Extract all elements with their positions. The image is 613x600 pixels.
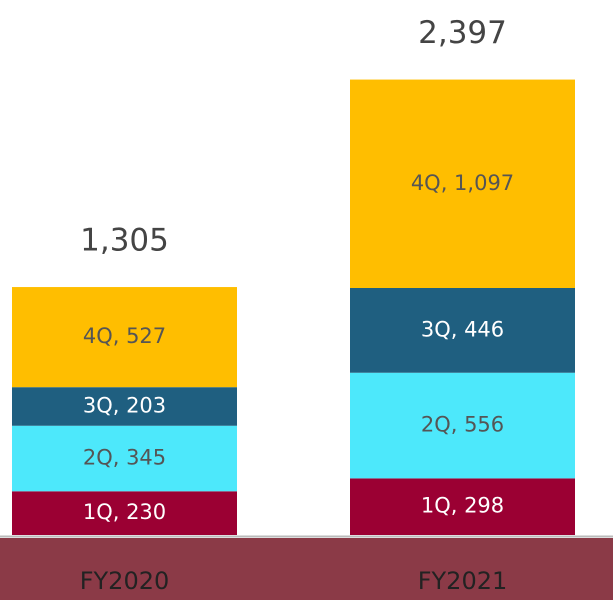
bar-segment — [350, 288, 575, 373]
segment-label: 2Q, 345 — [83, 446, 166, 470]
category-band — [0, 538, 613, 600]
segment-label: 4Q, 527 — [83, 324, 166, 348]
segment-label: 1Q, 298 — [421, 494, 504, 518]
bar-segment — [350, 372, 575, 479]
bar-segment — [350, 79, 575, 288]
category-label: FY2021 — [418, 567, 508, 595]
segment-label: 3Q, 446 — [421, 317, 504, 341]
bar-segment — [12, 287, 237, 388]
segment-label: 4Q, 1,097 — [411, 171, 514, 195]
bar-segment — [350, 478, 575, 535]
bar-segment — [12, 491, 237, 535]
total-label: 2,397 — [418, 15, 507, 51]
bar-segment — [12, 387, 237, 426]
segment-label: 3Q, 203 — [83, 393, 166, 417]
bar-segment — [12, 425, 237, 492]
total-label: 1,305 — [80, 223, 169, 259]
category-label: FY2020 — [80, 567, 170, 595]
segment-label: 2Q, 556 — [421, 413, 504, 437]
segment-label: 1Q, 230 — [83, 500, 166, 524]
